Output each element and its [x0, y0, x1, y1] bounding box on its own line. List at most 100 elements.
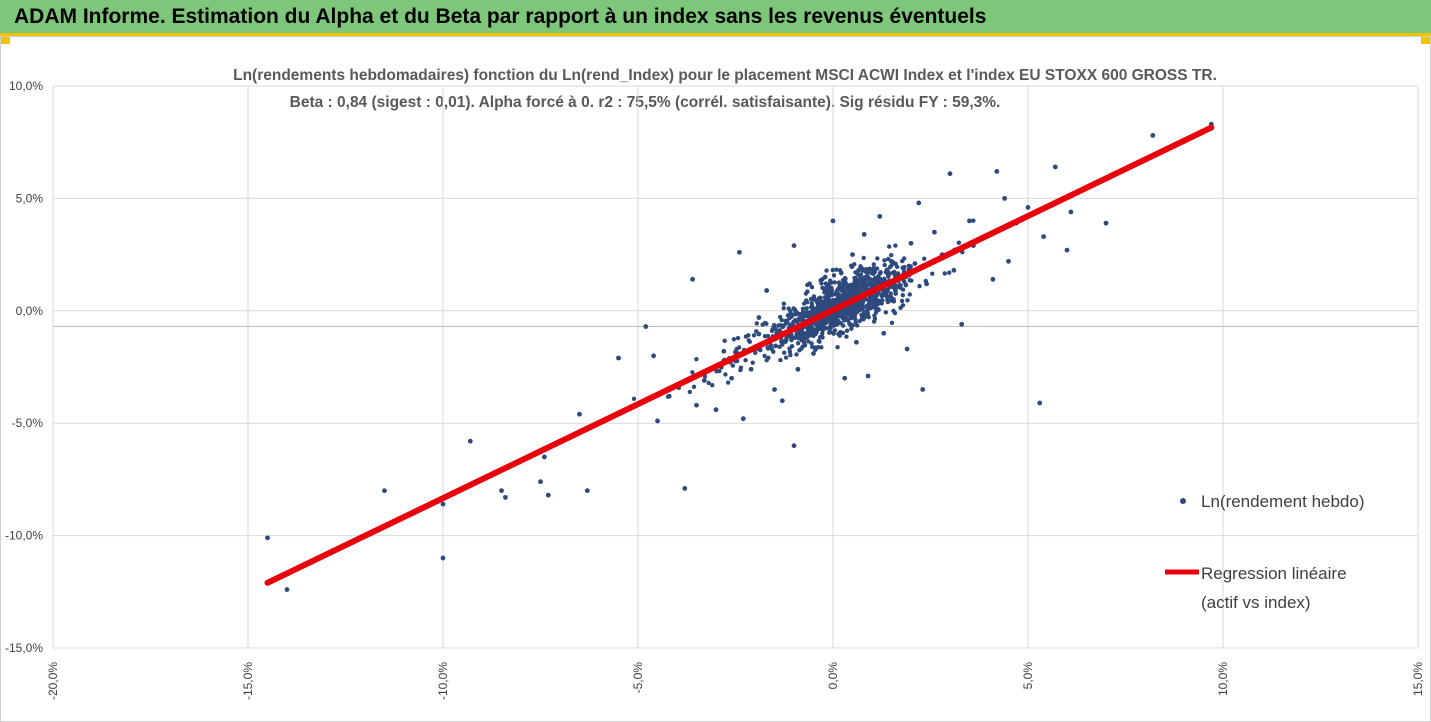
scatter-point — [842, 311, 847, 317]
scatter-point — [842, 375, 848, 381]
scatter-point — [762, 353, 767, 359]
scatter-point — [889, 252, 894, 258]
scatter-point — [799, 337, 804, 343]
scatter-point — [805, 282, 810, 288]
scatter-point — [817, 302, 822, 307]
scatter-point — [722, 338, 727, 344]
scatter-point — [769, 346, 774, 352]
scatter-point — [881, 330, 887, 336]
scatter-point — [828, 330, 833, 335]
scatter-point — [753, 350, 758, 356]
x-tick-label: 10,0% — [1216, 662, 1230, 696]
scatter-point — [798, 317, 804, 322]
x-tick-label: 15,0% — [1411, 662, 1425, 696]
scatter-point — [682, 485, 688, 491]
scatter-point — [871, 266, 876, 271]
scatter-point — [889, 320, 895, 326]
scatter-point — [882, 262, 887, 268]
scatter-point — [832, 280, 837, 285]
scatter-point — [781, 301, 787, 306]
scatter-point — [779, 318, 784, 323]
scatter-point — [795, 366, 801, 372]
x-tick-label: -10,0% — [436, 662, 450, 700]
scatter-point — [877, 213, 883, 219]
scatter-point — [804, 310, 810, 316]
scatter-point — [467, 438, 473, 444]
scatter-point — [872, 269, 878, 275]
scatter-point — [844, 328, 850, 333]
scatter-point — [812, 345, 818, 350]
scatter-point — [814, 298, 819, 304]
scatter-point — [284, 587, 290, 592]
scatter-point — [830, 218, 836, 224]
scatter-point — [737, 249, 742, 255]
scatter-point — [893, 284, 899, 289]
scatter-point — [825, 292, 830, 297]
scatter-point — [829, 280, 834, 285]
scatter-point — [864, 270, 869, 275]
scatter-point — [819, 345, 824, 350]
scatter-point — [754, 321, 759, 326]
scatter-point — [831, 273, 837, 278]
scatter-point — [820, 328, 825, 333]
scatter-point — [839, 270, 844, 276]
scatter-point — [899, 298, 905, 304]
scatter-point — [748, 366, 754, 372]
scatter-point — [781, 305, 786, 311]
legend-label-regression: Regression linéaire — [1201, 564, 1347, 583]
scatter-point — [503, 494, 508, 500]
scatter-point — [796, 335, 801, 341]
scatter-point — [706, 380, 711, 386]
scatter-point — [791, 243, 797, 249]
x-tick-label: -20,0% — [46, 662, 60, 700]
scatter-point — [777, 328, 783, 333]
scatter-point — [743, 357, 748, 363]
scatter-point — [900, 303, 906, 308]
scatter-point — [876, 301, 881, 306]
legend: Ln(rendement hebdo) Regression linéaire … — [1165, 492, 1365, 612]
scatter-point — [795, 341, 801, 346]
scatter-point — [829, 292, 835, 298]
scatter-point — [542, 454, 547, 460]
scatter-point — [1064, 247, 1070, 253]
scatter-point — [800, 309, 806, 315]
scatter-point — [773, 343, 778, 348]
chart-subtitle: Beta : 0,84 (sigest : 0,01). Alpha forcé… — [290, 94, 1001, 111]
scatter-point — [887, 294, 893, 299]
x-tick-label: 0,0% — [826, 662, 840, 690]
scatter-point — [837, 280, 842, 286]
scatter-point — [890, 284, 895, 290]
scatter-point — [856, 268, 861, 273]
scatter-point — [877, 276, 883, 282]
scatter-point — [784, 335, 789, 341]
scatter-point — [885, 297, 890, 303]
report-banner: ADAM Informe. Estimation du Alpha et du … — [0, 0, 1431, 36]
scatter-point — [861, 231, 867, 237]
scatter-point — [842, 294, 847, 300]
scatter-point — [1052, 164, 1058, 170]
scatter-point — [738, 367, 743, 373]
scatter-point — [787, 349, 793, 355]
scatter-point — [859, 312, 864, 318]
scatter-point — [852, 262, 857, 267]
scatter-point — [382, 488, 387, 494]
scatter-point — [655, 418, 660, 424]
banner-corner-right — [1421, 36, 1431, 44]
scatter-point — [879, 301, 884, 306]
scatter-point — [756, 331, 762, 337]
scatter-point — [809, 284, 815, 290]
scatter-point — [893, 291, 899, 296]
scatter-point — [849, 315, 854, 321]
scatter-point — [756, 315, 762, 320]
scatter-point — [869, 270, 874, 275]
scatter-point — [777, 344, 782, 350]
scatter-point — [811, 351, 816, 356]
scatter-point — [851, 291, 857, 296]
scatter-point — [865, 307, 870, 312]
scatter-point — [1150, 133, 1156, 138]
scatter-point — [665, 394, 671, 399]
scatter-point — [754, 329, 759, 334]
banner-corner-left — [0, 36, 10, 44]
scatter-point — [818, 278, 823, 283]
